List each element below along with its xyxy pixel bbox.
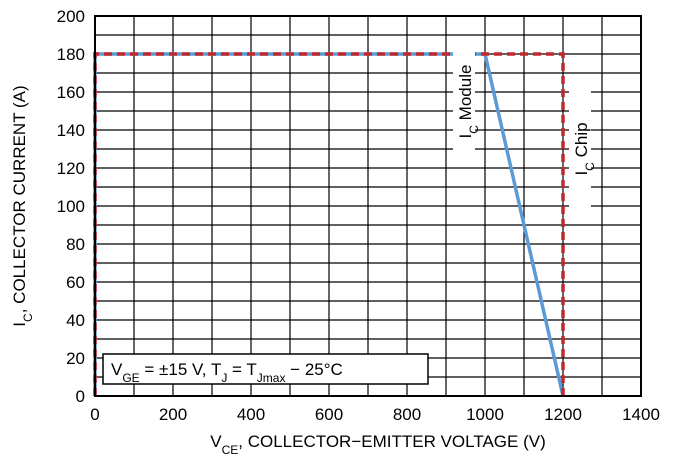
y-tick-label: 100: [57, 197, 85, 216]
grid: [95, 16, 641, 396]
plot-frame: [94, 15, 642, 397]
x-tick-labels: 0 200 400 600 800 1000 1200 1400: [90, 405, 660, 424]
y-tick-label: 200: [57, 7, 85, 26]
y-tick-label: 140: [57, 121, 85, 140]
x-tick-label: 1200: [544, 405, 582, 424]
y-tick-label: 60: [66, 273, 85, 292]
y-tick-label: 160: [57, 83, 85, 102]
condition-text: VGE = ±15 V, TJ = TJmax − 25°C: [111, 360, 343, 385]
x-tick-label: 800: [393, 405, 421, 424]
x-tick-label: 0: [90, 405, 99, 424]
y-tick-labels: 0 20 40 60 80 100 120 140 160 180 200: [57, 7, 85, 406]
series-label-chip: IC Chip: [572, 122, 597, 175]
series-label-module: IC Module: [456, 65, 481, 139]
condition-box-frame: [102, 353, 429, 385]
series-label-bg: [569, 91, 591, 207]
x-axis-label: VCE, COLLECTOR−EMITTER VOLTAGE (V): [210, 432, 546, 457]
y-tick-label: 0: [76, 387, 85, 406]
y-axis-label: IC, COLLECTOR CURRENT (A): [10, 85, 35, 326]
x-tick-label: 1000: [466, 405, 504, 424]
y-tick-label: 120: [57, 159, 85, 178]
y-tick-label: 40: [66, 311, 85, 330]
x-tick-label: 1400: [622, 405, 660, 424]
series-labels: IC Module IC Chip: [453, 43, 597, 207]
x-tick-label: 200: [159, 405, 187, 424]
condition-box: VGE = ±15 V, TJ = TJmax − 25°C: [102, 353, 429, 385]
series-label-bg: [453, 43, 475, 160]
y-tick-label: 20: [66, 349, 85, 368]
y-tick-label: 80: [66, 235, 85, 254]
x-tick-label: 400: [237, 405, 265, 424]
x-tick-label: 600: [315, 405, 343, 424]
y-tick-label: 180: [57, 45, 85, 64]
